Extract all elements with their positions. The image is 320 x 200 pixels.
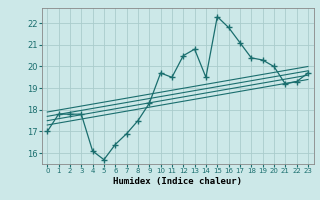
X-axis label: Humidex (Indice chaleur): Humidex (Indice chaleur): [113, 177, 242, 186]
